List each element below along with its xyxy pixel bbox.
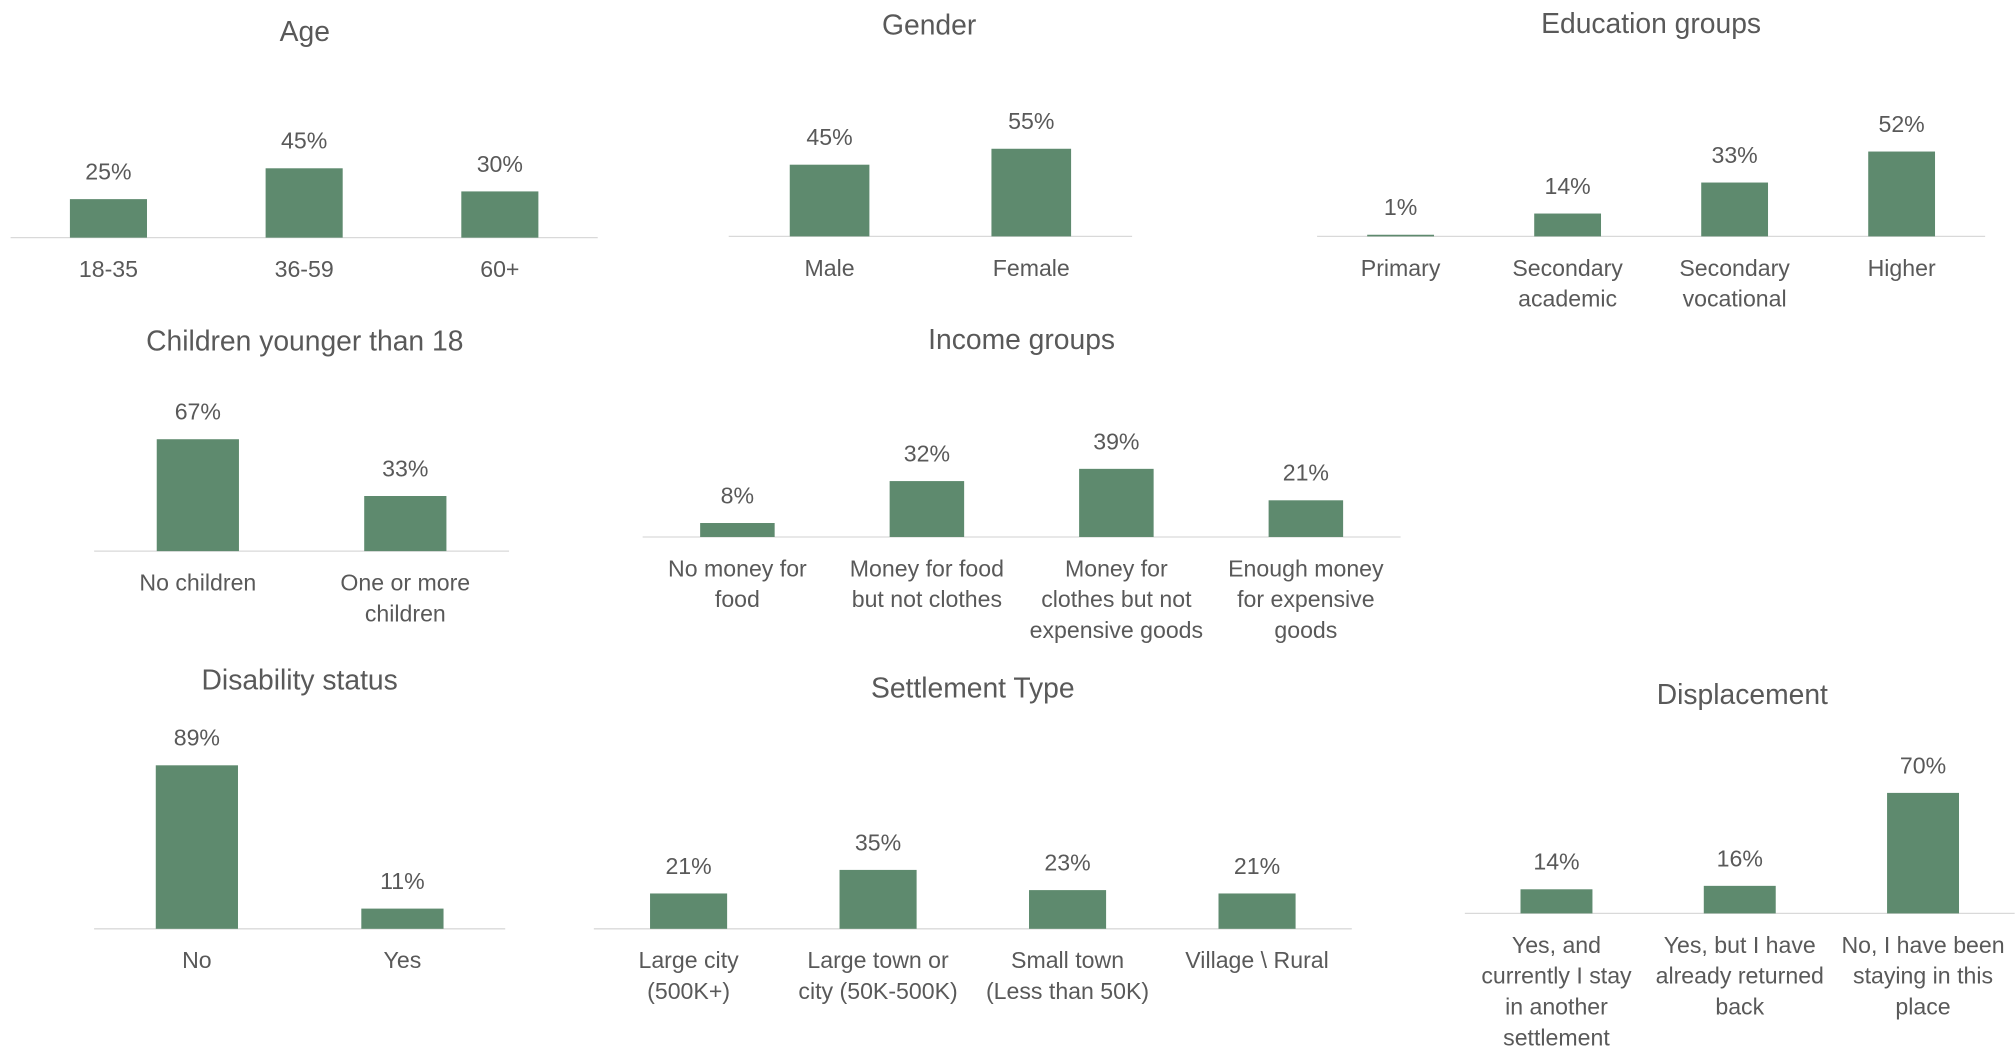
value-label: 8% — [721, 482, 754, 508]
bar — [789, 164, 870, 237]
bar — [839, 869, 917, 929]
bar — [700, 523, 775, 537]
chart-title: Age — [280, 15, 330, 47]
category-label: 18-35 — [79, 256, 138, 282]
category-label: Yes, and currently I stay in another settle… — [1481, 932, 1632, 1047]
value-label: 35% — [855, 829, 901, 855]
category-label: Village \ Rural — [1185, 947, 1328, 973]
value-label: 45% — [281, 128, 327, 154]
bar — [1079, 468, 1154, 537]
value-label: 70% — [1900, 752, 1946, 778]
category-label: 60+ — [480, 256, 519, 282]
chart-title: Settlement Type — [871, 671, 1075, 703]
category-label: 36-59 — [275, 256, 334, 282]
bar — [361, 908, 444, 929]
bar — [1868, 151, 1936, 237]
bar — [265, 168, 343, 238]
category-label: Large town or city (50K-500K) — [798, 947, 957, 1004]
category-label: No — [182, 947, 212, 973]
value-label: 21% — [665, 853, 711, 879]
category-label: Secondary vocational — [1679, 255, 1790, 312]
category-label: Money for food but not clothes — [850, 555, 1004, 612]
value-label: 23% — [1044, 850, 1090, 876]
bar — [650, 893, 728, 929]
category-label: No children — [139, 570, 256, 596]
category-label: No money for food — [668, 555, 807, 612]
value-label: 14% — [1533, 849, 1579, 875]
chart-title: Children younger than 18 — [146, 324, 463, 356]
category-label: Secondary academic — [1512, 255, 1623, 312]
bar — [1887, 792, 1960, 914]
chart-title: Education groups — [1541, 7, 1761, 39]
value-label: 11% — [380, 868, 425, 894]
chart-title: Gender — [882, 8, 976, 40]
bar — [155, 765, 238, 929]
category-label: Enough money for expensive goods — [1228, 555, 1384, 643]
category-label: Small town (Less than 50K) — [986, 947, 1149, 1004]
value-label: 21% — [1234, 853, 1280, 879]
value-label: 16% — [1717, 845, 1763, 871]
value-label: 67% — [175, 399, 221, 425]
bar — [991, 148, 1072, 237]
value-label: 14% — [1544, 173, 1590, 199]
value-label: 55% — [1008, 108, 1054, 134]
bar — [364, 496, 447, 552]
bar — [1218, 893, 1296, 929]
chart-title: Displacement — [1657, 678, 1828, 710]
category-label: No, I have been staying in this place — [1841, 932, 2004, 1020]
value-label: 45% — [806, 124, 852, 150]
value-label: 52% — [1878, 111, 1924, 137]
value-label: 25% — [85, 159, 131, 185]
category-label: Yes, but I have already returned back — [1656, 932, 1824, 1020]
value-label: 89% — [174, 725, 220, 751]
category-label: Higher — [1868, 255, 1936, 281]
bar — [1520, 889, 1593, 914]
value-label: 39% — [1093, 428, 1139, 454]
category-label: One or more children — [340, 570, 470, 627]
category-label: Money for clothes but not expensive goods — [1030, 555, 1203, 643]
value-label: 1% — [1384, 194, 1417, 220]
chart-title: Disability status — [202, 664, 398, 696]
bar — [69, 199, 147, 238]
value-label: 33% — [1711, 142, 1757, 168]
category-label: Large city (500K+) — [638, 947, 739, 1004]
bar — [156, 439, 239, 552]
bar — [1701, 182, 1769, 237]
value-label: 30% — [477, 151, 523, 177]
category-label: Female — [993, 255, 1070, 281]
category-label: Yes — [384, 947, 422, 973]
bar — [461, 191, 539, 238]
bar — [1367, 234, 1435, 237]
bar — [1029, 890, 1107, 929]
chart-title: Income groups — [928, 323, 1115, 355]
value-label: 33% — [382, 455, 428, 481]
value-label: 32% — [904, 440, 950, 466]
category-label: Primary — [1361, 255, 1441, 281]
bar — [1268, 500, 1344, 537]
bar — [889, 481, 965, 537]
value-label: 21% — [1283, 460, 1329, 486]
bar — [1703, 885, 1776, 914]
bar — [1534, 213, 1602, 237]
category-label: Male — [805, 255, 855, 281]
